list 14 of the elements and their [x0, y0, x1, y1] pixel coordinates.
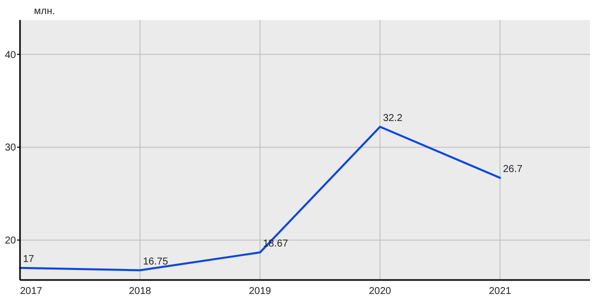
x-tick-label: 2019: [248, 286, 272, 297]
y-tick-label: 20: [4, 236, 16, 247]
data-label: 16.75: [143, 256, 168, 268]
data-label: 26.7: [503, 164, 523, 175]
x-tick-label: 2018: [128, 286, 152, 297]
y-axis-title: млн.: [34, 6, 56, 17]
data-label: 17: [23, 254, 35, 265]
data-label: 32.2: [383, 112, 403, 124]
y-tick-label: 30: [4, 142, 16, 154]
x-tick-label: 2017: [20, 286, 43, 297]
line-series: [19, 126, 501, 272]
x-tick-label: 2021: [488, 286, 512, 297]
y-tick-label: 40: [4, 50, 16, 61]
x-tick-label: 2020: [368, 286, 392, 297]
